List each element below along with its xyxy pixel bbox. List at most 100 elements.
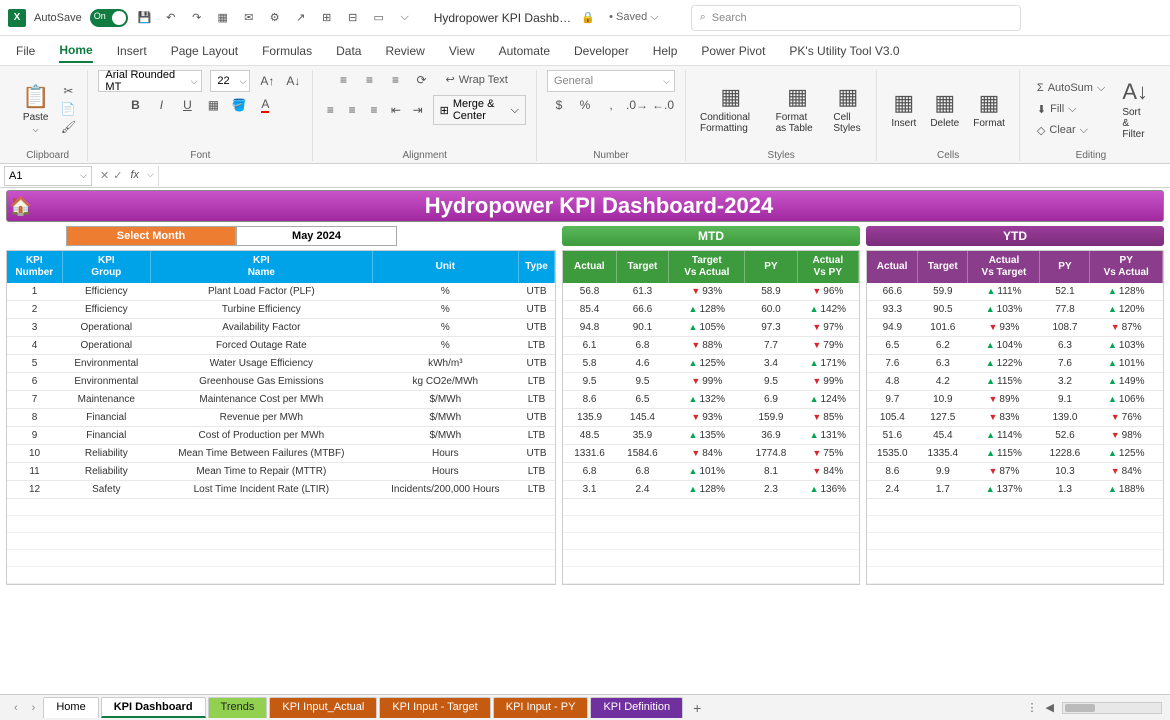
select-month-value[interactable]: May 2024 [236, 226, 397, 246]
col-header: TargetVs Actual [669, 251, 745, 283]
font-color-icon[interactable]: A [256, 98, 274, 112]
font-size-select[interactable]: 22 [210, 70, 250, 92]
undo-icon[interactable]: ↶ [162, 9, 180, 27]
formula-input[interactable] [158, 166, 1170, 186]
increase-font-icon[interactable]: A↑ [258, 74, 276, 88]
merge-center-button[interactable]: ⊞ Merge & Center ⌵ [433, 95, 526, 125]
table-row: 6.86.8▲101%8.1▼84% [563, 463, 859, 481]
percent-icon[interactable]: % [576, 98, 594, 112]
ribbon-tab-data[interactable]: Data [336, 40, 361, 62]
search-input[interactable]: ⌕ Search [691, 5, 1021, 31]
italic-icon[interactable]: I [152, 98, 170, 112]
alignment-label: Alignment [323, 148, 526, 161]
cancel-icon[interactable]: ✕ [100, 169, 109, 182]
ribbon-tab-pk-s-utility-tool-v3-0[interactable]: PK's Utility Tool V3.0 [789, 40, 899, 62]
sheet-tab-kpi-input-actual[interactable]: KPI Input_Actual [269, 697, 377, 718]
table-row: 66.659.9▲111%52.1▲128% [867, 283, 1163, 301]
paste-button[interactable]: 📋Paste⌵ [18, 82, 53, 137]
conditional-formatting-button[interactable]: ▦Conditional Formatting [696, 82, 766, 136]
mtd-table: ActualTargetTargetVs ActualPYActualVs PY… [562, 250, 860, 585]
underline-icon[interactable]: U [178, 98, 196, 112]
qat-icon-2[interactable]: ✉ [240, 9, 258, 27]
table-row: 7MaintenanceMaintenance Cost per MWh$/MW… [7, 391, 555, 409]
qat-icon-6[interactable]: ⊟ [344, 9, 362, 27]
formula-bar: A1 ✕ ✓ fx ⌵ [0, 164, 1170, 188]
align-left-icon[interactable]: ≡ [323, 103, 337, 117]
increase-decimal-icon[interactable]: .0→ [628, 98, 646, 112]
name-box[interactable]: A1 [4, 166, 92, 186]
enter-icon[interactable]: ✓ [113, 169, 122, 182]
ribbon: 📋Paste⌵ ✂ 📄 🖌 Clipboard Arial Rounded MT… [0, 66, 1170, 164]
fill-button[interactable]: ⬇ Fill ⌵ [1030, 100, 1112, 119]
ribbon-tab-insert[interactable]: Insert [117, 40, 147, 62]
sheet-tab-home[interactable]: Home [43, 697, 98, 718]
qat-icon-4[interactable]: ↗ [292, 9, 310, 27]
number-format-select[interactable]: General [547, 70, 675, 92]
ribbon-tab-automate[interactable]: Automate [499, 40, 550, 62]
currency-icon[interactable]: $ [550, 98, 568, 112]
tab-options-icon[interactable]: ⋮ [1027, 701, 1038, 714]
sheet-tab-kpi-dashboard[interactable]: KPI Dashboard [101, 697, 206, 718]
indent-dec-icon[interactable]: ⇤ [389, 103, 403, 117]
fill-color-icon[interactable]: 🪣 [230, 98, 248, 112]
align-top-icon[interactable]: ≡ [335, 73, 353, 87]
delete-cells-button[interactable]: ▦Delete [926, 88, 963, 131]
sort-filter-button[interactable]: A↓Sort & Filter [1118, 77, 1152, 142]
align-right-icon[interactable]: ≡ [367, 103, 381, 117]
scroll-left-icon[interactable]: ◀ [1046, 701, 1054, 714]
ribbon-tab-home[interactable]: Home [59, 39, 92, 63]
add-sheet-button[interactable]: + [685, 698, 709, 718]
ribbon-tab-file[interactable]: File [16, 40, 35, 62]
cut-icon[interactable]: ✂ [59, 84, 77, 98]
col-header: Target [616, 251, 669, 283]
autosave-toggle[interactable]: On [90, 9, 128, 27]
comma-icon[interactable]: , [602, 98, 620, 112]
sheet-tab-trends[interactable]: Trends [208, 697, 268, 718]
sheet-tab-kpi-input-target[interactable]: KPI Input - Target [379, 697, 490, 718]
wrap-text-button[interactable]: ↩ Wrap Text [439, 70, 515, 89]
group-font: Arial Rounded MT 22 A↑ A↓ B I U ▦ 🪣 A Fo… [88, 70, 313, 161]
save-icon[interactable]: 💾 [136, 9, 154, 27]
qat-icon-5[interactable]: ⊞ [318, 9, 336, 27]
home-icon[interactable]: 🏠 [7, 196, 35, 217]
decrease-font-icon[interactable]: A↓ [284, 74, 302, 88]
format-cells-button[interactable]: ▦Format [969, 88, 1009, 131]
sheet-nav-next[interactable]: › [26, 702, 42, 714]
ribbon-tab-help[interactable]: Help [653, 40, 678, 62]
font-name-select[interactable]: Arial Rounded MT [98, 70, 202, 92]
copy-icon[interactable]: 📄 [59, 102, 77, 116]
align-bottom-icon[interactable]: ≡ [387, 73, 405, 87]
col-header: PYVs Actual [1090, 251, 1163, 283]
saved-status[interactable]: • Saved ⌵ [609, 11, 659, 24]
sheet-tab-kpi-definition[interactable]: KPI Definition [590, 697, 683, 718]
qat-more-icon[interactable]: ⌵ [396, 9, 414, 27]
orientation-icon[interactable]: ⟳ [413, 73, 431, 87]
qat-icon-1[interactable]: ▦ [214, 9, 232, 27]
redo-icon[interactable]: ↷ [188, 9, 206, 27]
share-icon[interactable]: 🔒 [579, 9, 597, 27]
ribbon-tab-developer[interactable]: Developer [574, 40, 629, 62]
clear-button[interactable]: ◇ Clear ⌵ [1030, 121, 1112, 140]
qat-icon-7[interactable]: ▭ [370, 9, 388, 27]
insert-cells-button[interactable]: ▦Insert [887, 88, 920, 131]
sheet-tab-kpi-input-py[interactable]: KPI Input - PY [493, 697, 589, 718]
qat-icon-3[interactable]: ⚙ [266, 9, 284, 27]
ribbon-tab-view[interactable]: View [449, 40, 475, 62]
decrease-decimal-icon[interactable]: ←.0 [654, 98, 672, 112]
autosum-button[interactable]: Σ AutoSum ⌵ [1030, 79, 1112, 98]
align-center-icon[interactable]: ≡ [345, 103, 359, 117]
align-middle-icon[interactable]: ≡ [361, 73, 379, 87]
ribbon-tab-formulas[interactable]: Formulas [262, 40, 312, 62]
format-as-table-button[interactable]: ▦Format as Table [772, 82, 824, 136]
cell-styles-button[interactable]: ▦Cell Styles [829, 82, 866, 136]
ribbon-tab-review[interactable]: Review [385, 40, 424, 62]
indent-inc-icon[interactable]: ⇥ [411, 103, 425, 117]
bold-icon[interactable]: B [126, 98, 144, 112]
fx-icon[interactable]: fx [126, 169, 143, 182]
border-icon[interactable]: ▦ [204, 98, 222, 112]
sheet-nav-prev[interactable]: ‹ [8, 702, 24, 714]
horizontal-scrollbar[interactable] [1062, 702, 1162, 714]
ribbon-tab-page-layout[interactable]: Page Layout [171, 40, 238, 62]
ribbon-tab-power-pivot[interactable]: Power Pivot [701, 40, 765, 62]
format-painter-icon[interactable]: 🖌 [59, 120, 77, 134]
